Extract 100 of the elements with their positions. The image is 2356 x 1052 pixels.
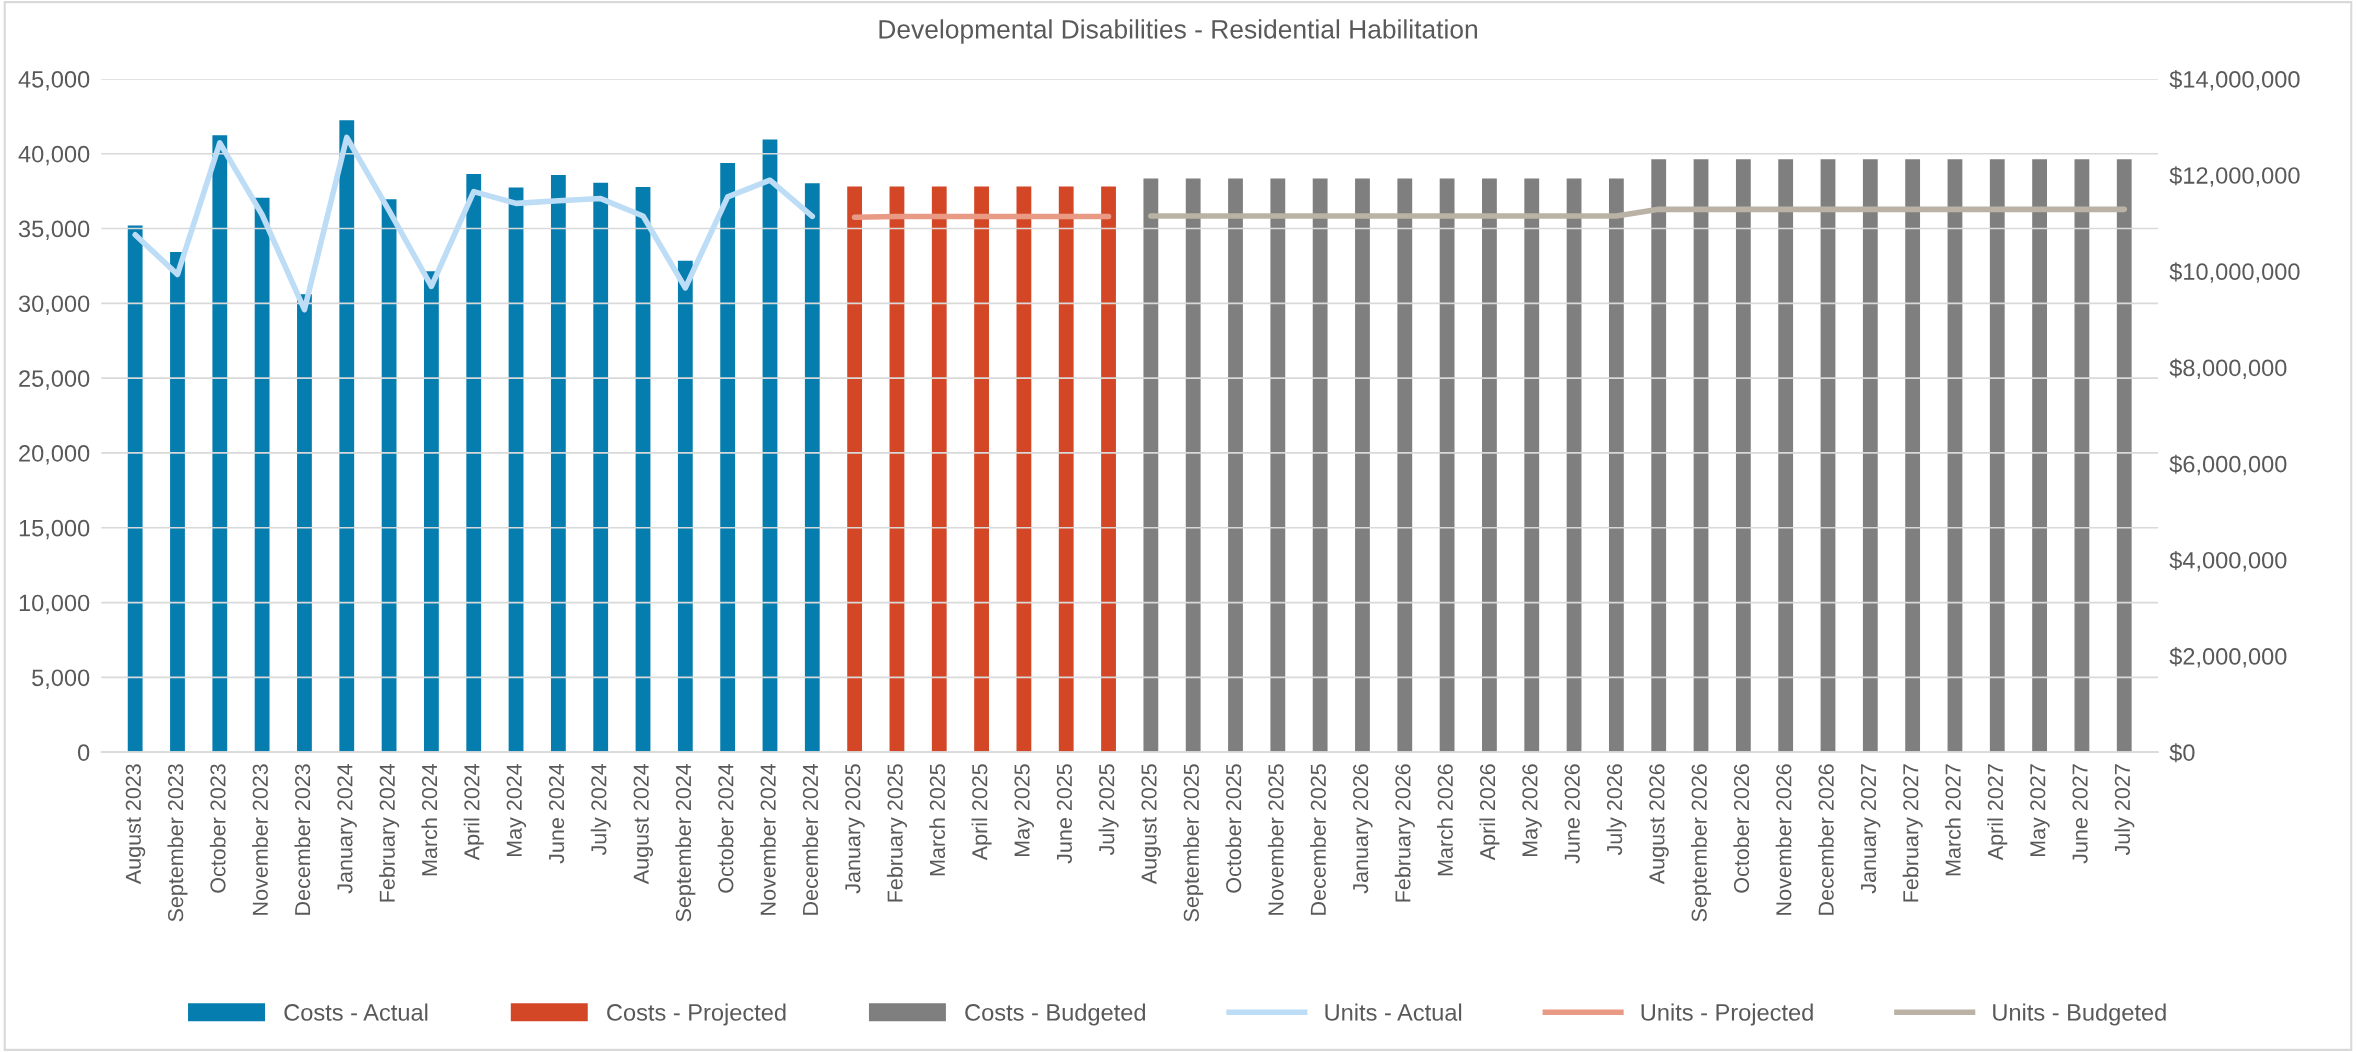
y-tick-label: 25,000	[19, 370, 90, 390]
x-tick-label: October 2025	[1225, 764, 1242, 893]
x-tick-label: October 2026	[1733, 764, 1750, 893]
bar	[1905, 159, 1921, 753]
chart-title: Developmental Disabilities - Residential Habilitation	[879, 19, 1477, 44]
x-tick-label: May 2024	[506, 763, 527, 857]
bar	[677, 260, 693, 753]
bar	[762, 139, 778, 753]
bar	[1185, 178, 1201, 753]
bar	[339, 120, 355, 753]
bar	[1143, 178, 1159, 753]
bar	[466, 174, 482, 753]
x-tick-label: February 2027	[1902, 764, 1923, 902]
bar	[593, 182, 609, 753]
bar	[297, 294, 312, 753]
y2-tick-label: $4,000,000	[2169, 550, 2287, 572]
bar	[1566, 178, 1582, 753]
x-tick-label: August 2026	[1649, 764, 1669, 885]
x-tick-label: December 2023	[294, 764, 311, 915]
x-tick-label: January 2027	[1860, 764, 1881, 894]
y-tick-label: 15,000	[19, 519, 90, 540]
x-tick-label: April 2024	[463, 763, 484, 861]
y-tick-label: 40,000	[18, 145, 90, 166]
y2-tick-label: $0	[2169, 743, 2195, 763]
bar	[1397, 178, 1413, 753]
x-tick-label: February 2025	[886, 764, 907, 902]
bar	[1778, 159, 1794, 753]
y-tick-label: 20,000	[19, 445, 90, 465]
bar	[2116, 159, 2132, 753]
x-tick-label: November 2026	[1775, 764, 1792, 915]
legend-label: Costs - Projected	[607, 1003, 786, 1026]
bar	[170, 252, 185, 753]
bar	[1482, 178, 1497, 753]
x-tick-label: July 2026	[1606, 764, 1627, 856]
y-tick-label: 0	[77, 744, 90, 761]
y2-tick-label: $14,000,000	[2169, 69, 2300, 91]
bar	[1524, 178, 1540, 753]
x-tick-label: February 2024	[379, 763, 400, 902]
y-tick-label: 10,000	[19, 594, 90, 615]
bar	[1016, 186, 1032, 753]
legend-label: Costs - Actual	[284, 1003, 428, 1021]
bar	[1058, 186, 1074, 753]
y2-tick-label: $6,000,000	[2169, 454, 2287, 476]
legend-label: Units - Actual	[1325, 1003, 1462, 1021]
legend-label: Units - Budgeted	[1993, 1003, 2166, 1026]
x-tick-label: May 2026	[1522, 764, 1542, 857]
bar	[1947, 159, 1963, 753]
bar	[1608, 178, 1624, 753]
x-tick-label: March 2025	[929, 764, 946, 876]
bar	[889, 186, 905, 753]
x-tick-label: September 2024	[675, 763, 696, 922]
x-tick-label: September 2025	[1183, 764, 1204, 922]
x-tick-label: November 2025	[1267, 764, 1284, 915]
legend-label: Units - Projected	[1641, 1003, 1813, 1026]
legend-label: Costs - Budgeted	[965, 1003, 1146, 1026]
bar	[127, 225, 143, 753]
x-tick-label: January 2024	[337, 763, 357, 894]
y2-tick-label: $10,000,000	[2169, 262, 2300, 283]
x-tick-label: December 2024	[802, 763, 819, 915]
x-tick-label: May 2025	[1014, 764, 1034, 857]
x-tick-label: November 2023	[252, 764, 268, 915]
x-tick-label: July 2027	[2114, 764, 2135, 856]
x-tick-label: March 2024	[421, 763, 438, 876]
x-tick-label: November 2024	[759, 763, 776, 915]
bar	[1355, 178, 1370, 753]
bar	[1270, 178, 1286, 753]
x-tick-label: December 2025	[1310, 764, 1326, 915]
bar	[847, 186, 863, 753]
x-tick-label: May 2027	[2030, 764, 2050, 857]
x-tick-label: September 2023	[167, 764, 188, 922]
bar	[381, 199, 397, 753]
x-tick-label: August 2025	[1141, 764, 1161, 885]
bar	[1439, 178, 1455, 753]
x-tick-label: March 2026	[1437, 764, 1453, 876]
x-tick-label: October 2023	[209, 764, 226, 893]
x-tick-label: April 2027	[1987, 764, 2008, 861]
bar	[2074, 159, 2090, 753]
y-tick-label: 30,000	[18, 295, 90, 315]
bar	[1989, 159, 2005, 753]
bar	[1312, 178, 1328, 753]
bar	[424, 271, 439, 753]
y2-tick-label: $8,000,000	[2169, 358, 2287, 380]
bar	[974, 186, 989, 753]
bar	[1862, 159, 1878, 753]
bar	[635, 187, 651, 753]
bar	[550, 175, 566, 753]
x-tick-label: February 2026	[1394, 764, 1415, 902]
bar	[1228, 178, 1243, 753]
bar	[720, 163, 736, 753]
x-tick-label: July 2024	[590, 763, 611, 856]
x-tick-label: June 2026	[1564, 764, 1580, 864]
x-tick-label: December 2026	[1817, 764, 1834, 915]
y2-tick-label: $12,000,000	[2169, 166, 2300, 187]
bar	[804, 183, 820, 753]
bar	[1101, 186, 1116, 753]
x-tick-label: April 2025	[971, 764, 992, 861]
y2-tick-label: $2,000,000	[2169, 647, 2287, 668]
x-tick-label: January 2026	[1353, 764, 1373, 894]
x-tick-label: July 2025	[1098, 764, 1119, 856]
bar	[212, 135, 228, 753]
